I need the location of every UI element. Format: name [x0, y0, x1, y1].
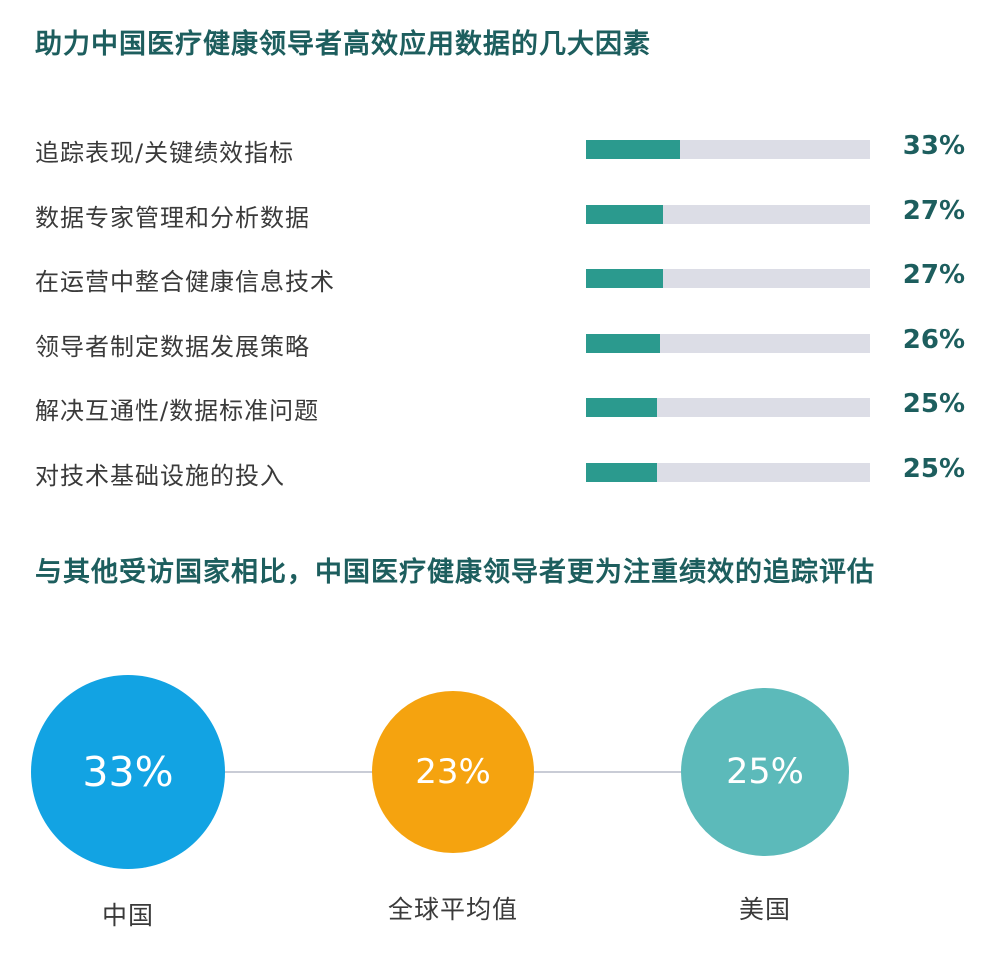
bar-category-label: 数据专家管理和分析数据 — [35, 203, 310, 232]
bar-track — [586, 398, 870, 417]
bar — [586, 462, 657, 482]
country-comparison: 33% 中国 23% 全球平均值 25% 美国 — [0, 660, 1000, 955]
bar-category-label: 领导者制定数据发展策略 — [35, 332, 310, 361]
connector-line — [128, 771, 453, 773]
bar-value-label: 26% — [902, 324, 965, 355]
bar — [586, 269, 663, 288]
chart-title: 助力中国医疗健康领导者高效应用数据的几大因素 — [35, 29, 651, 60]
bubble-category-label: 美国 — [738, 895, 791, 924]
bar-row: 解决互通性/数据标准问题 25% — [0, 386, 1000, 426]
bar-category-label: 在运营中整合健康信息技术 — [35, 268, 335, 296]
bar-row: 追踪表现/关键绩效指标 33% — [0, 128, 1000, 168]
bubble-value-label: 23% — [415, 752, 491, 792]
bar-track — [586, 462, 870, 482]
bar-track — [586, 140, 870, 159]
bar-track — [586, 204, 870, 224]
bar-row: 在运营中整合健康信息技术 27% — [0, 257, 1000, 297]
bar — [586, 204, 663, 224]
bar-row: 领导者制定数据发展策略 26% — [0, 322, 1000, 362]
bar-value-label: 33% — [902, 131, 965, 161]
bar — [586, 140, 680, 159]
bar-track — [586, 269, 870, 288]
bar-category-label: 追踪表现/关键绩效指标 — [35, 139, 295, 167]
bubble-value-label: 33% — [82, 748, 174, 796]
bubble-value-label: 25% — [726, 752, 804, 792]
bar-category-label: 解决互通性/数据标准问题 — [35, 397, 320, 425]
connector-line — [453, 771, 765, 773]
bar — [586, 398, 657, 417]
bubble: 33% — [31, 675, 225, 869]
bar — [586, 333, 660, 353]
bar-row: 对技术基础设施的投入 25% — [0, 451, 1000, 491]
bar-track — [586, 333, 870, 353]
bar-category-label: 对技术基础设施的投入 — [35, 461, 285, 490]
bubble: 23% — [372, 691, 534, 853]
bubble: 25% — [681, 688, 849, 856]
bar-value-label: 27% — [902, 195, 965, 226]
comparison-title: 与其他受访国家相比，中国医疗健康领导者更为注重绩效的追踪评估 — [35, 557, 875, 588]
bubble-category-label: 全球平均值 — [387, 895, 518, 924]
bubble-category-label: 中国 — [101, 901, 154, 930]
bar-value-label: 25% — [902, 389, 965, 419]
bar-row: 数据专家管理和分析数据 27% — [0, 193, 1000, 233]
bar-value-label: 25% — [902, 453, 965, 484]
bar-value-label: 27% — [902, 260, 965, 290]
